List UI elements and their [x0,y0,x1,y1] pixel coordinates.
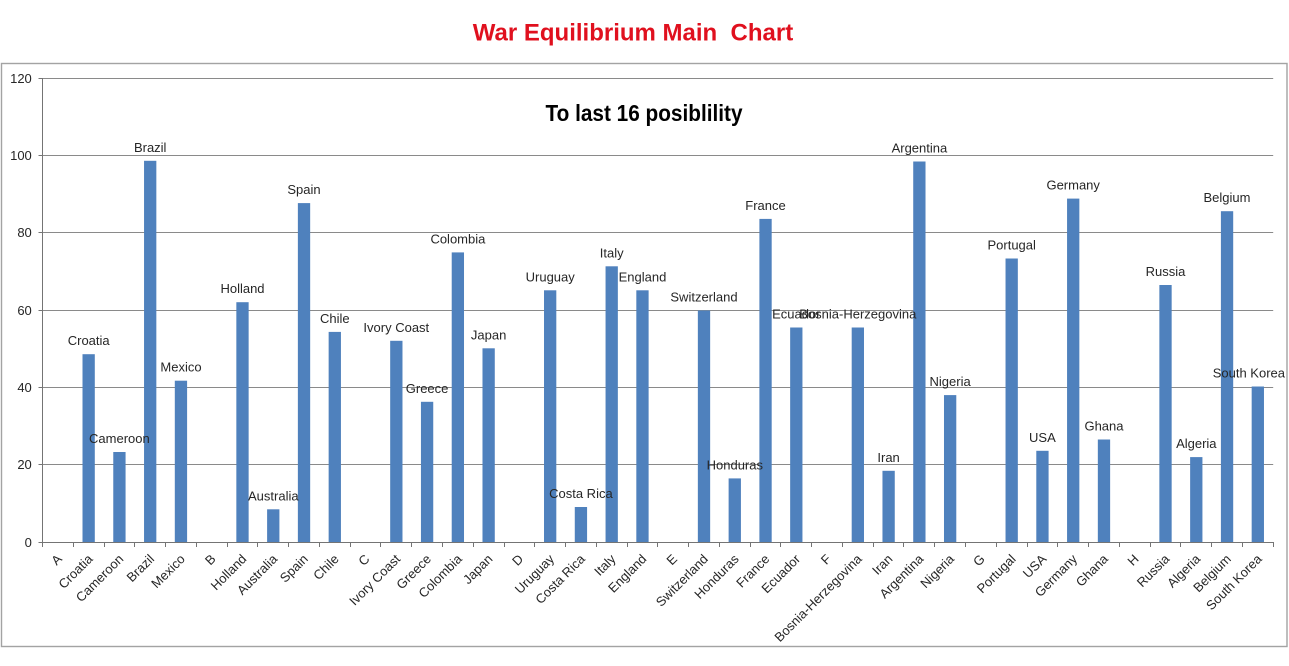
svg-text:Colombia: Colombia [430,231,486,246]
svg-text:Uruguay: Uruguay [526,269,576,284]
svg-text:Brazil: Brazil [134,140,167,155]
svg-text:Switzerland: Switzerland [670,290,737,305]
svg-text:Mexico: Mexico [160,360,201,375]
svg-text:Portugal: Portugal [987,238,1036,253]
svg-text:100: 100 [10,148,32,163]
svg-text:Germany: Germany [1046,178,1100,193]
svg-text:Italy: Italy [600,245,624,260]
svg-text:Argentina: Argentina [892,141,948,156]
svg-text:Chile: Chile [320,311,350,326]
svg-text:Cameroon: Cameroon [89,431,150,446]
svg-text:Holland: Holland [220,281,264,296]
svg-text:120: 120 [10,71,32,86]
svg-text:Greece: Greece [406,381,449,396]
svg-text:England: England [619,269,667,284]
svg-text:War Equilibrium Main Chart: War Equilibrium Main Chart [473,20,793,47]
svg-text:0: 0 [25,535,32,550]
svg-text:Spain: Spain [287,182,320,197]
svg-text:Costa Rica: Costa Rica [549,486,613,501]
svg-text:20: 20 [17,457,31,472]
svg-text:60: 60 [17,303,31,318]
svg-text:80: 80 [17,225,31,240]
svg-text:Ghana: Ghana [1084,419,1124,434]
svg-text:Belgium: Belgium [1204,190,1251,205]
svg-text:Ivory Coast: Ivory Coast [363,320,429,335]
svg-text:France: France [745,198,785,213]
svg-text:40: 40 [17,380,31,395]
svg-text:Australia: Australia [248,488,299,503]
svg-text:Bosnia-Herzegovina: Bosnia-Herzegovina [799,307,917,322]
svg-text:To last 16 posiblility: To last 16 posiblility [546,100,743,126]
svg-text:Croatia: Croatia [68,333,111,348]
svg-text:Ecuador: Ecuador [772,307,821,322]
svg-text:South Korea: South Korea [1213,366,1286,381]
svg-text:Nigeria: Nigeria [930,374,972,389]
svg-text:Algeria: Algeria [1176,436,1217,451]
svg-text:Iran: Iran [877,450,899,465]
svg-text:Honduras: Honduras [707,457,764,472]
svg-text:Russia: Russia [1146,264,1187,279]
svg-text:USA: USA [1029,430,1056,445]
svg-text:Japan: Japan [471,327,506,342]
